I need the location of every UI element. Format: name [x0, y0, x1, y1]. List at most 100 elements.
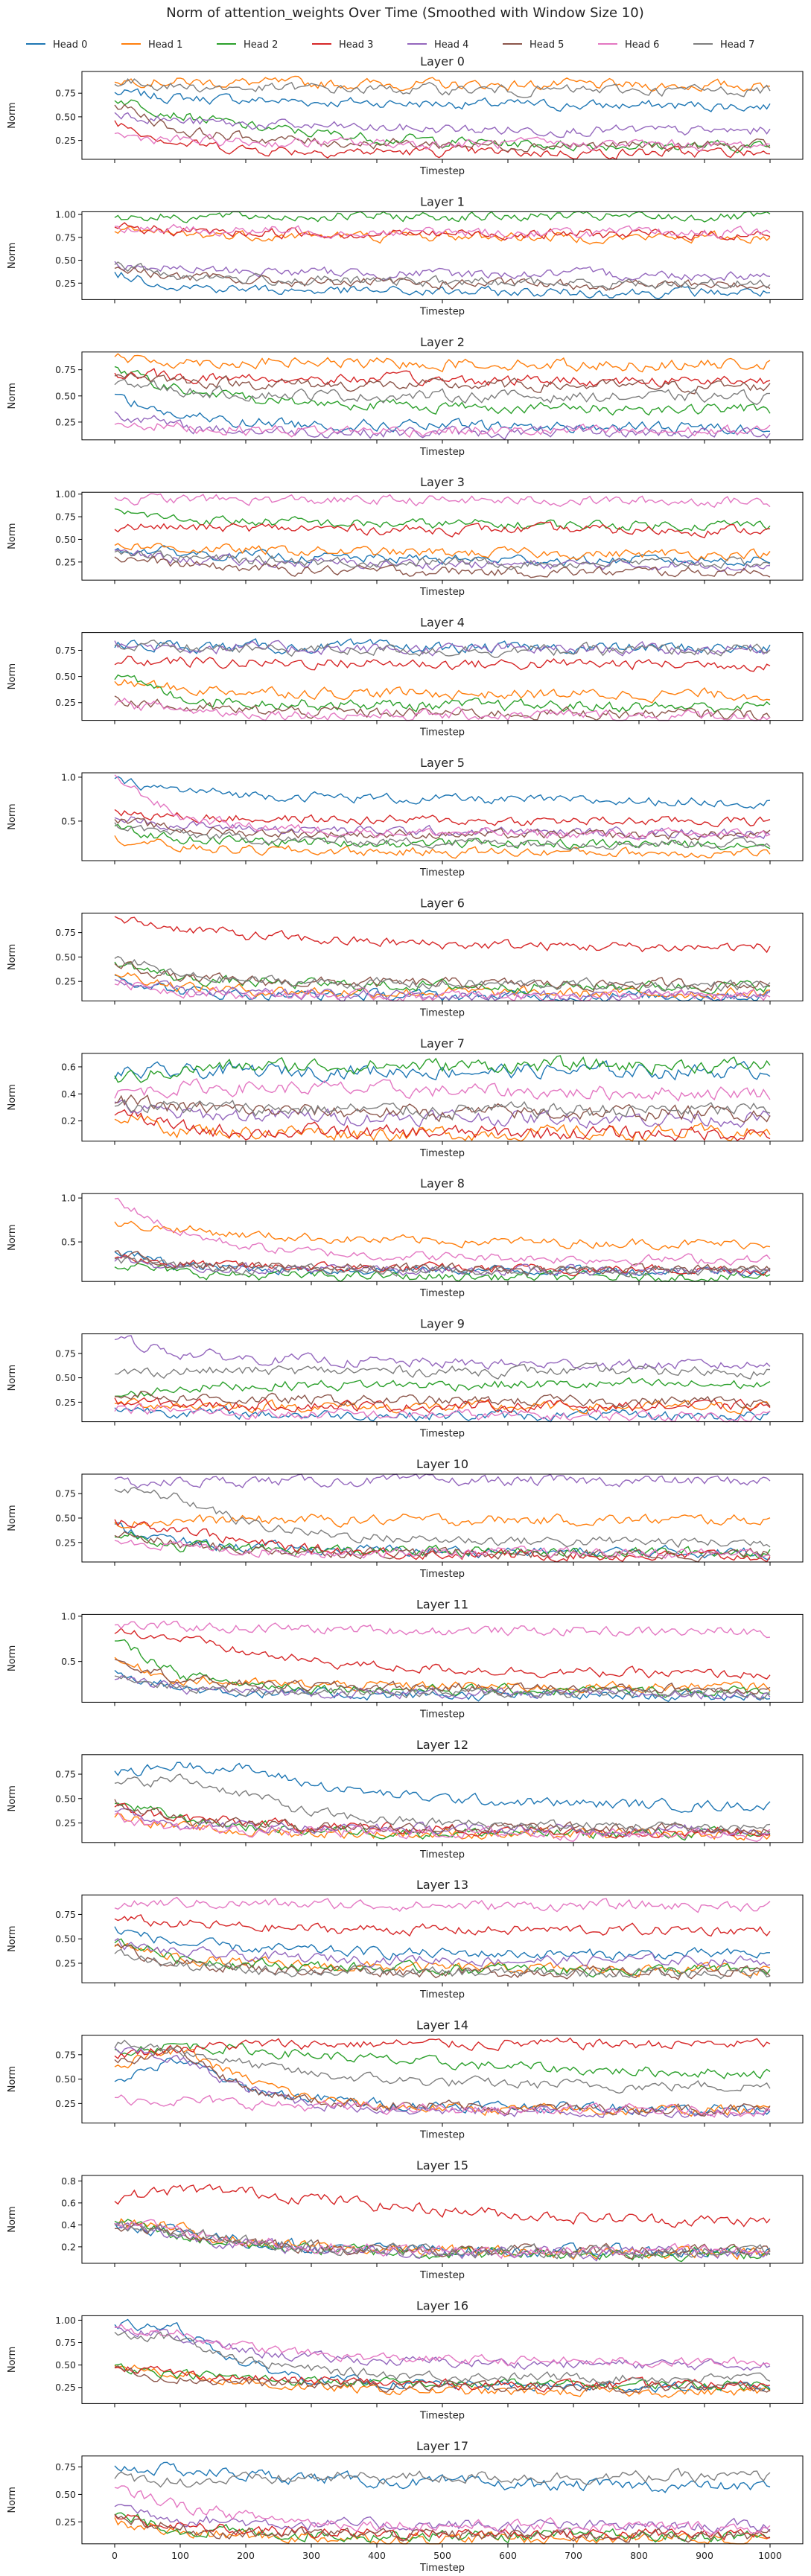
- series-line: [114, 493, 771, 508]
- series-line: [114, 2220, 771, 2260]
- y-tick-label: 0.50: [55, 390, 76, 401]
- y-tick-label: 0.25: [55, 556, 76, 567]
- y-tick-label: 0.25: [55, 697, 76, 708]
- series-line: [114, 1937, 771, 1968]
- panel: Layer 5 0.5 1.0 Timestep Norm: [7, 756, 804, 879]
- series-line: [114, 366, 771, 416]
- legend-label: Head 3: [339, 39, 373, 51]
- y-tick-label: 0.25: [55, 2098, 76, 2109]
- y-tick-label: 0.75: [55, 1909, 76, 1920]
- panel: Layer 8 0.5 1.0 Timestep Norm: [7, 1176, 804, 1299]
- series-line: [114, 353, 771, 373]
- series-line: [114, 640, 771, 657]
- y-tick-label: 0.75: [55, 927, 76, 938]
- legend-label: Head 1: [148, 39, 182, 51]
- series-line: [114, 2513, 771, 2543]
- panel-title: Layer 11: [416, 1597, 468, 1611]
- series-line: [114, 1403, 771, 1423]
- series-line: [114, 1255, 771, 1277]
- y-tick-label: 0.25: [55, 278, 76, 289]
- y-tick-label: 0.6: [61, 2197, 76, 2208]
- y-tick-label: 0.50: [55, 1793, 76, 1804]
- panel: Layer 6 0.25 0.50 0.75 Timestep Norm: [7, 896, 804, 1018]
- series-line: [114, 103, 771, 153]
- y-axis-label: Norm: [7, 2066, 18, 2092]
- series-line: [114, 1473, 771, 1489]
- y-tick-label: 0.4: [61, 2219, 76, 2231]
- x-axis-label: Timestep: [419, 447, 465, 458]
- series-line: [114, 640, 771, 659]
- series-line: [114, 211, 771, 223]
- series-line: [114, 2222, 771, 2260]
- y-tick-label: 0.75: [55, 1769, 76, 1780]
- y-tick-label: 0.50: [55, 1933, 76, 1945]
- series-line: [114, 776, 771, 809]
- y-axis-label: Norm: [7, 663, 18, 689]
- series-line: [114, 1808, 771, 1837]
- x-axis-label: Timestep: [419, 1849, 465, 1861]
- series-line: [114, 835, 771, 859]
- x-tick-label: 700: [564, 2550, 582, 2561]
- panel-title: Layer 4: [420, 616, 465, 630]
- panel: Layer 0 0.25 0.50 0.75 Timestep Norm: [7, 54, 804, 177]
- y-tick-label: 0.75: [55, 1488, 76, 1499]
- series-line: [114, 1811, 771, 1843]
- series-line: [114, 555, 771, 578]
- y-tick-label: 0.25: [55, 135, 76, 146]
- series-line: [114, 1391, 771, 1409]
- series-line: [114, 372, 771, 395]
- x-axis-label: Timestep: [419, 587, 465, 598]
- series-line: [114, 1773, 771, 1832]
- y-tick-label: 0.75: [55, 88, 76, 99]
- y-tick-label: 0.25: [55, 1397, 76, 1408]
- x-axis-label: Timestep: [419, 1148, 465, 1159]
- x-axis-label: Timestep: [419, 2410, 465, 2421]
- series-line: [114, 1256, 771, 1278]
- panel: Layer 1 0.25 0.50 0.75 1.00 Timestep Norm: [7, 194, 804, 317]
- series-line: [114, 2222, 771, 2262]
- series-line: [114, 411, 771, 441]
- series-line: [114, 1657, 771, 1694]
- x-axis-label: Timestep: [419, 727, 465, 739]
- series-line: [114, 99, 771, 153]
- panel-title: Layer 13: [416, 1878, 468, 1892]
- x-tick-label: 800: [630, 2550, 648, 2561]
- y-tick-label: 0.4: [61, 1088, 76, 1100]
- panel: Layer 12 0.25 0.50 0.75 Timestep Norm: [7, 1738, 804, 1861]
- x-tick-label: 100: [171, 2550, 189, 2561]
- panel: Layer 10 0.25 0.50 0.75 Timestep Norm: [7, 1457, 804, 1580]
- panel-title: Layer 5: [420, 756, 465, 770]
- series-line: [114, 78, 771, 98]
- series-line: [114, 549, 771, 571]
- x-axis-label: Timestep: [419, 1288, 465, 1299]
- series-line: [114, 816, 771, 840]
- series-line: [114, 961, 771, 995]
- y-tick-label: 0.25: [55, 1957, 76, 1968]
- x-tick-label: 600: [499, 2550, 517, 2561]
- y-tick-label: 0.75: [55, 364, 76, 375]
- panel: Layer 11 0.5 1.0 Timestep Norm: [7, 1597, 804, 1720]
- y-tick-label: 0.50: [55, 951, 76, 963]
- panel: Layer 7 0.2 0.4 0.6 Timestep Norm: [7, 1036, 804, 1159]
- series-line: [114, 261, 771, 281]
- x-tick-label: 900: [696, 2550, 713, 2561]
- panel: Layer 17 0.25 0.50 0.75 0 100 200 300 400 500 600 7…: [7, 2439, 804, 2574]
- series-line: [114, 271, 771, 299]
- series-line: [114, 1250, 771, 1278]
- y-tick-label: 0.50: [55, 534, 76, 545]
- panel-title: Layer 15: [416, 2158, 468, 2172]
- y-axis-label: Norm: [7, 1785, 18, 1811]
- series-line: [114, 2324, 771, 2368]
- y-axis-label: Norm: [7, 1084, 18, 1110]
- y-tick-label: 1.00: [55, 209, 76, 220]
- panel-title: Layer 7: [420, 1036, 465, 1051]
- y-axis-label: Norm: [7, 803, 18, 829]
- y-tick-label: 1.00: [55, 2315, 76, 2326]
- x-axis-label: Timestep: [419, 2563, 465, 2574]
- series-line: [114, 916, 771, 954]
- series-line: [114, 1799, 771, 1836]
- series-line: [114, 809, 771, 828]
- y-tick-label: 0.75: [55, 232, 76, 243]
- series-line: [114, 1109, 771, 1142]
